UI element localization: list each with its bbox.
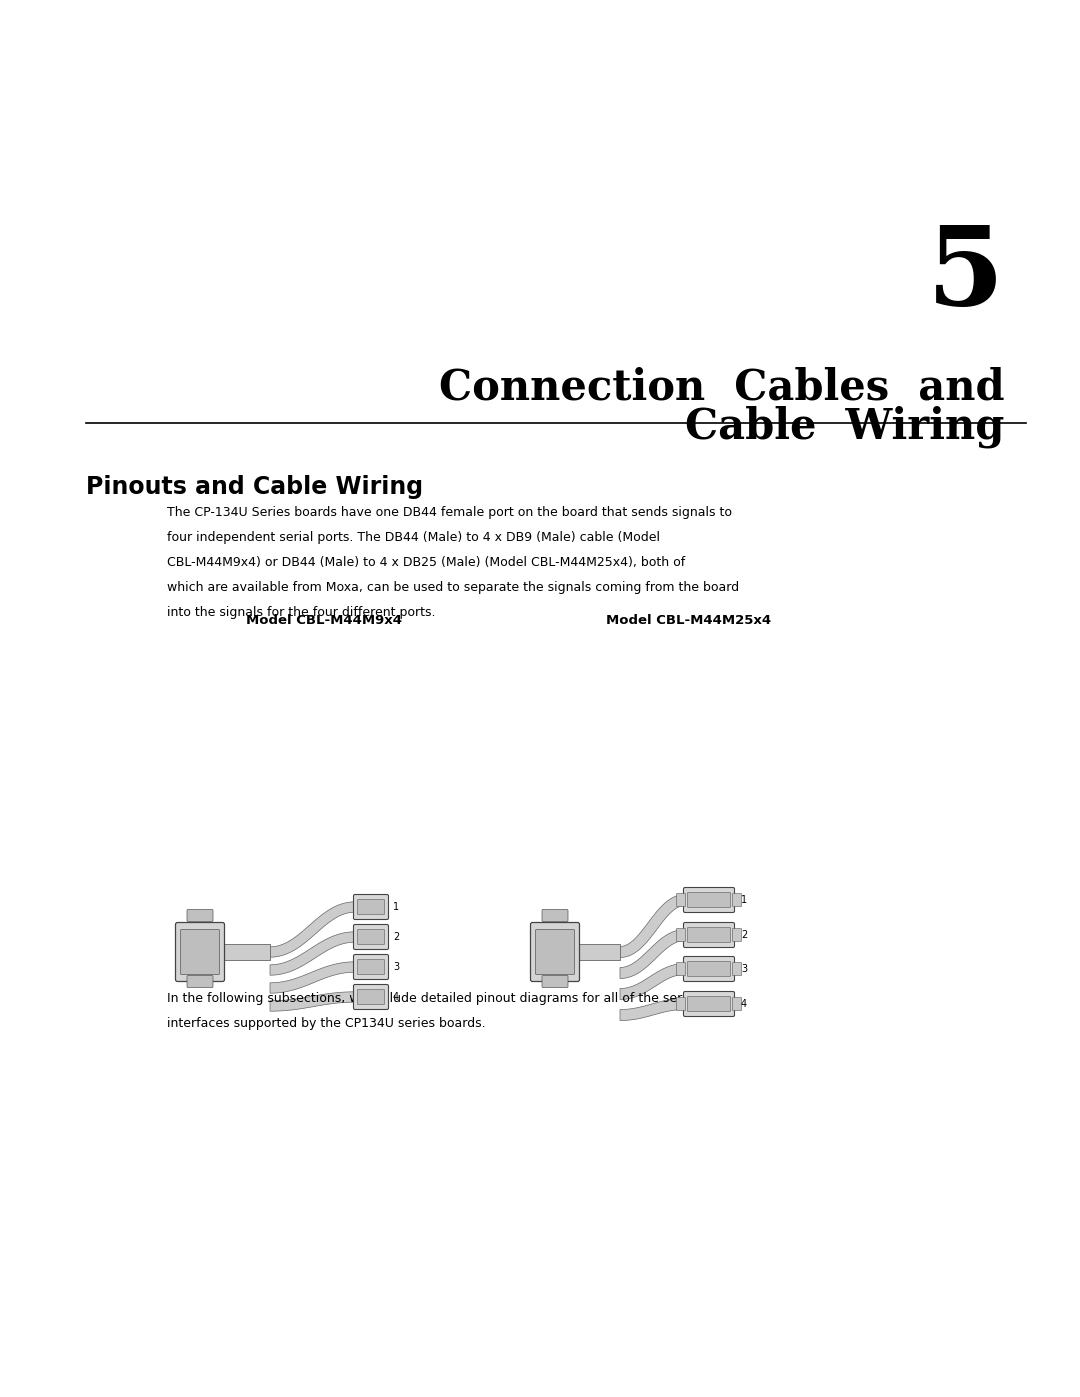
FancyBboxPatch shape [187,975,213,988]
Text: Model CBL-M44M9x4: Model CBL-M44M9x4 [246,615,402,627]
FancyBboxPatch shape [175,922,225,982]
Text: 4: 4 [393,992,400,1002]
FancyBboxPatch shape [676,894,686,907]
FancyBboxPatch shape [684,957,734,982]
FancyBboxPatch shape [542,975,568,988]
FancyBboxPatch shape [357,929,384,944]
FancyBboxPatch shape [688,996,730,1011]
FancyBboxPatch shape [688,961,730,977]
Text: four independent serial ports. The DB44 (Male) to 4 x DB9 (Male) cable (Model: four independent serial ports. The DB44 … [167,531,660,543]
Text: 4: 4 [741,999,747,1009]
Text: 2: 2 [393,932,400,942]
Polygon shape [270,992,355,1011]
Polygon shape [620,929,685,978]
Text: Connection  Cables  and: Connection Cables and [438,366,1004,408]
FancyBboxPatch shape [684,887,734,912]
Text: interfaces supported by the CP134U series boards.: interfaces supported by the CP134U serie… [167,1017,486,1030]
FancyBboxPatch shape [353,894,389,919]
FancyBboxPatch shape [676,963,686,975]
Text: 5: 5 [927,221,1004,328]
Polygon shape [270,932,355,975]
FancyBboxPatch shape [688,928,730,943]
FancyBboxPatch shape [684,992,734,1017]
Polygon shape [222,944,270,960]
FancyBboxPatch shape [357,960,384,975]
Text: Cable  Wiring: Cable Wiring [685,405,1004,447]
FancyBboxPatch shape [542,909,568,922]
Text: Model CBL-M44M25x4: Model CBL-M44M25x4 [607,615,771,627]
Polygon shape [270,961,355,993]
Text: into the signals for the four different ports.: into the signals for the four different … [167,606,436,619]
Polygon shape [270,902,355,957]
Polygon shape [620,999,685,1020]
Polygon shape [620,894,685,957]
Text: 3: 3 [393,963,400,972]
FancyBboxPatch shape [732,997,742,1010]
Text: 1: 1 [741,895,747,905]
FancyBboxPatch shape [187,909,213,922]
FancyBboxPatch shape [530,922,580,982]
Text: The CP-134U Series boards have one DB44 female port on the board that sends sign: The CP-134U Series boards have one DB44 … [167,506,732,518]
FancyBboxPatch shape [688,893,730,908]
FancyBboxPatch shape [676,929,686,942]
FancyBboxPatch shape [536,929,575,975]
Polygon shape [578,944,620,960]
FancyBboxPatch shape [732,929,742,942]
FancyBboxPatch shape [353,954,389,979]
FancyBboxPatch shape [732,963,742,975]
Text: 2: 2 [741,930,747,940]
FancyBboxPatch shape [180,929,219,975]
FancyBboxPatch shape [676,997,686,1010]
Text: CBL-M44M9x4) or DB44 (Male) to 4 x DB25 (Male) (Model CBL-M44M25x4), both of: CBL-M44M9x4) or DB44 (Male) to 4 x DB25 … [167,556,686,569]
Text: In the following subsections, we include detailed pinout diagrams for all of the: In the following subsections, we include… [167,992,698,1004]
FancyBboxPatch shape [357,900,384,915]
FancyBboxPatch shape [732,894,742,907]
FancyBboxPatch shape [353,925,389,950]
FancyBboxPatch shape [684,922,734,947]
Text: Pinouts and Cable Wiring: Pinouts and Cable Wiring [86,475,423,499]
Text: 1: 1 [393,902,400,912]
FancyBboxPatch shape [353,985,389,1010]
Text: which are available from Moxa, can be used to separate the signals coming from t: which are available from Moxa, can be us… [167,581,740,594]
Polygon shape [620,964,685,999]
FancyBboxPatch shape [357,989,384,1004]
Text: 3: 3 [741,964,747,974]
